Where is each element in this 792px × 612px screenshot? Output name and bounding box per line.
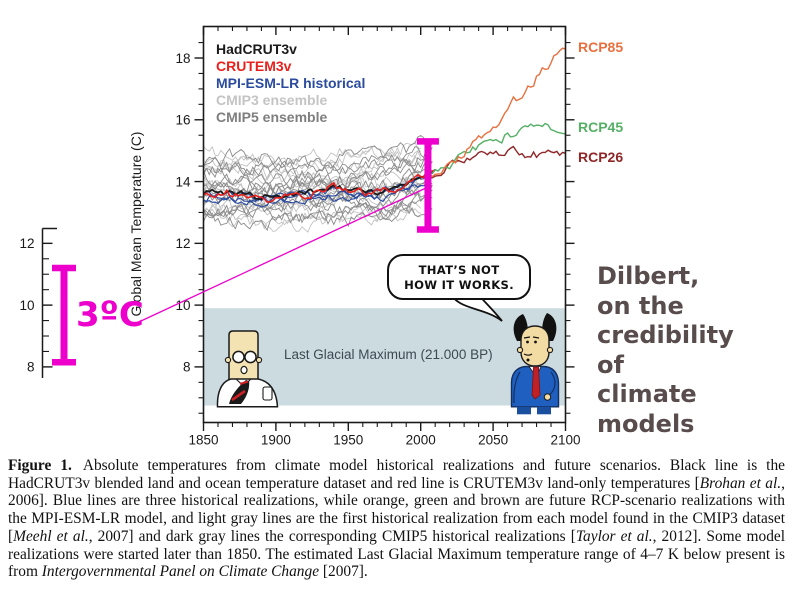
- speech-bubble-line1: THAT’S NOT: [418, 263, 500, 277]
- svg-text:8: 8: [183, 360, 191, 375]
- dilbert-ear-left: [224, 356, 232, 364]
- dilbert-character: [216, 330, 279, 408]
- chart-axes: 8 10 12 14 16 18 1850 1900 1950 2000 2050 2100 Globa…: [128, 25, 581, 448]
- svg-text:1850: 1850: [188, 433, 218, 448]
- boss-leg-left: [517, 406, 531, 415]
- figure-caption: Figure 1. Absolute temperatures from clim…: [8, 457, 786, 581]
- legend-item-cmip3: CMIP3 ensemble: [216, 92, 328, 108]
- side-note: Dilbert, on the credibility of climate m…: [597, 262, 734, 438]
- speech-bubble-line2: HOW IT WORKS.: [404, 277, 514, 292]
- svg-text:8: 8: [27, 360, 35, 375]
- svg-text:2100: 2100: [550, 433, 580, 448]
- dilbert-glasses-right: [244, 350, 257, 364]
- svg-text:2000: 2000: [406, 433, 436, 448]
- svg-text:10: 10: [175, 298, 190, 313]
- svg-text:12: 12: [175, 236, 190, 251]
- dilbert-glasses-left: [232, 350, 245, 364]
- dilbert-mouth: [240, 365, 248, 375]
- svg-text:1950: 1950: [333, 433, 363, 448]
- svg-text:14: 14: [175, 174, 191, 189]
- boss-leg-right: [537, 406, 551, 415]
- lgm-band-label: Last Glacial Maximum (21.000 BP): [284, 347, 493, 362]
- dilbert-ear-right: [255, 356, 263, 364]
- boss-tie: [531, 366, 541, 400]
- three-degree-label: 3ºC: [76, 295, 144, 335]
- legend-item-cmip5: CMIP5 ensemble: [216, 109, 328, 125]
- chart-legend: HadCRUT3v CRUTEM3v MPI-ESM-LR historical…: [216, 41, 365, 126]
- dilbert-comic: [216, 291, 560, 415]
- svg-text:2050: 2050: [478, 433, 508, 448]
- rcp85-label: RCP85: [578, 39, 624, 55]
- legend-item-mpi-esm-lr: MPI-ESM-LR historical: [216, 75, 366, 91]
- rcp26-label: RCP26: [578, 149, 624, 165]
- svg-text:12: 12: [19, 236, 34, 251]
- svg-text:18: 18: [175, 51, 190, 66]
- svg-text:1900: 1900: [261, 433, 291, 448]
- svg-text:Global Mean Temperature (C): Global Mean Temperature (C): [128, 132, 144, 317]
- svg-text:16: 16: [175, 113, 190, 128]
- model-lines: [204, 47, 565, 233]
- rcp45-label: RCP45: [578, 119, 624, 135]
- svg-text:10: 10: [19, 298, 34, 313]
- pointy-haired-boss-character: [510, 313, 560, 415]
- boss-hand: [543, 393, 552, 401]
- boss-face: [520, 325, 550, 367]
- annotations: 8 10 12: [19, 138, 439, 378]
- legend-item-crutem3v: CRUTEM3v: [216, 58, 292, 74]
- speech-bubble: THAT’S NOT HOW IT WORKS.: [387, 254, 531, 300]
- legend-item-hadcrut3v: HadCRUT3v: [216, 41, 297, 57]
- dilbert-pocket: [262, 386, 273, 401]
